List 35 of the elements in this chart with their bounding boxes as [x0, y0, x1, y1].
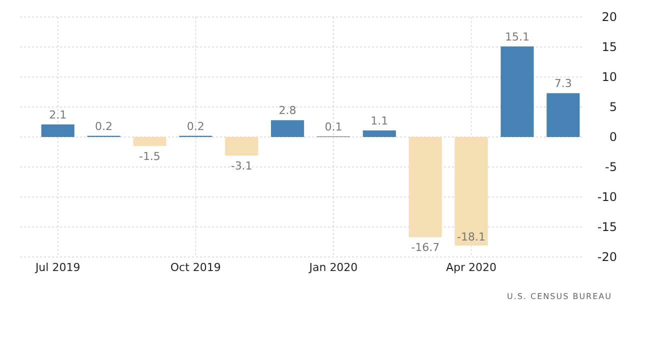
y-tick-label: 15 [602, 40, 617, 54]
x-tick-label: Jul 2019 [34, 261, 80, 274]
bar [133, 137, 166, 146]
bar [41, 124, 74, 137]
bar [408, 137, 442, 238]
y-tick-label: -20 [597, 250, 617, 264]
data-label: 0.1 [324, 120, 342, 134]
data-label: 0.2 [95, 120, 113, 133]
data-label: 15.1 [504, 30, 530, 44]
bar [454, 137, 488, 246]
data-label: -1.5 [138, 150, 160, 163]
y-tick-label: 20 [602, 10, 617, 24]
data-label: 2.8 [278, 104, 296, 118]
data-label: -18.1 [457, 230, 486, 244]
bar [546, 93, 580, 137]
y-tick-label: 5 [609, 100, 617, 114]
bar [500, 46, 534, 137]
data-label: 0.2 [186, 120, 204, 133]
bar [270, 120, 304, 137]
y-tick-label: 10 [602, 70, 617, 84]
x-tick-label: Oct 2019 [170, 261, 221, 274]
y-tick-label: -15 [597, 220, 617, 234]
data-label: -16.7 [411, 241, 440, 254]
text: U.S. CENSUS BUREAU [506, 292, 612, 301]
data-label: 2.1 [49, 108, 67, 122]
data-label: -3.1 [230, 160, 252, 173]
data-label: 1.1 [370, 114, 388, 128]
y-tick-label: -10 [597, 190, 617, 204]
x-tick-label: Jan 2020 [308, 261, 358, 274]
y-tick-label: 0 [609, 130, 617, 144]
y-tick-label: -5 [605, 160, 617, 174]
data-label: 7.3 [554, 77, 572, 90]
bar [362, 130, 396, 137]
x-tick-label: Apr 2020 [446, 261, 497, 274]
bar [225, 137, 258, 156]
